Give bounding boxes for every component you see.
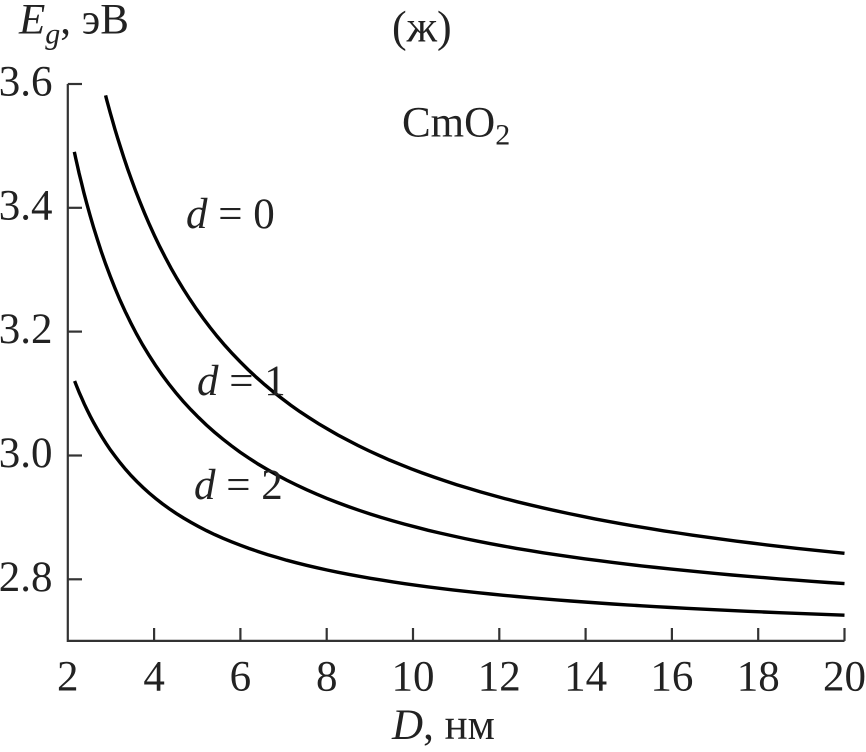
svg-text:4: 4 [143,653,165,700]
svg-text:2: 2 [57,653,79,700]
svg-text:3.0: 3.0 [0,430,53,477]
svg-text:3.4: 3.4 [0,182,53,229]
svg-text:16: 16 [650,653,693,700]
svg-text:18: 18 [737,653,780,700]
svg-text:12: 12 [478,653,521,700]
svg-text:CmO2: CmO2 [402,100,510,152]
svg-text:Eg, эВ: Eg, эВ [18,0,129,50]
svg-text:D, нм: D, нм [391,702,495,749]
svg-text:d = 0: d = 0 [186,191,275,238]
svg-text:10: 10 [392,653,435,700]
svg-text:14: 14 [564,653,607,700]
svg-text:8: 8 [316,653,338,700]
svg-text:d = 2: d = 2 [194,462,283,509]
svg-text:20: 20 [823,653,866,700]
svg-text:d = 1: d = 1 [197,358,286,405]
svg-text:6: 6 [230,653,252,700]
svg-text:(ж): (ж) [392,3,452,52]
svg-text:2.8: 2.8 [0,554,53,601]
svg-text:3.6: 3.6 [0,59,53,106]
svg-text:3.2: 3.2 [0,306,53,353]
